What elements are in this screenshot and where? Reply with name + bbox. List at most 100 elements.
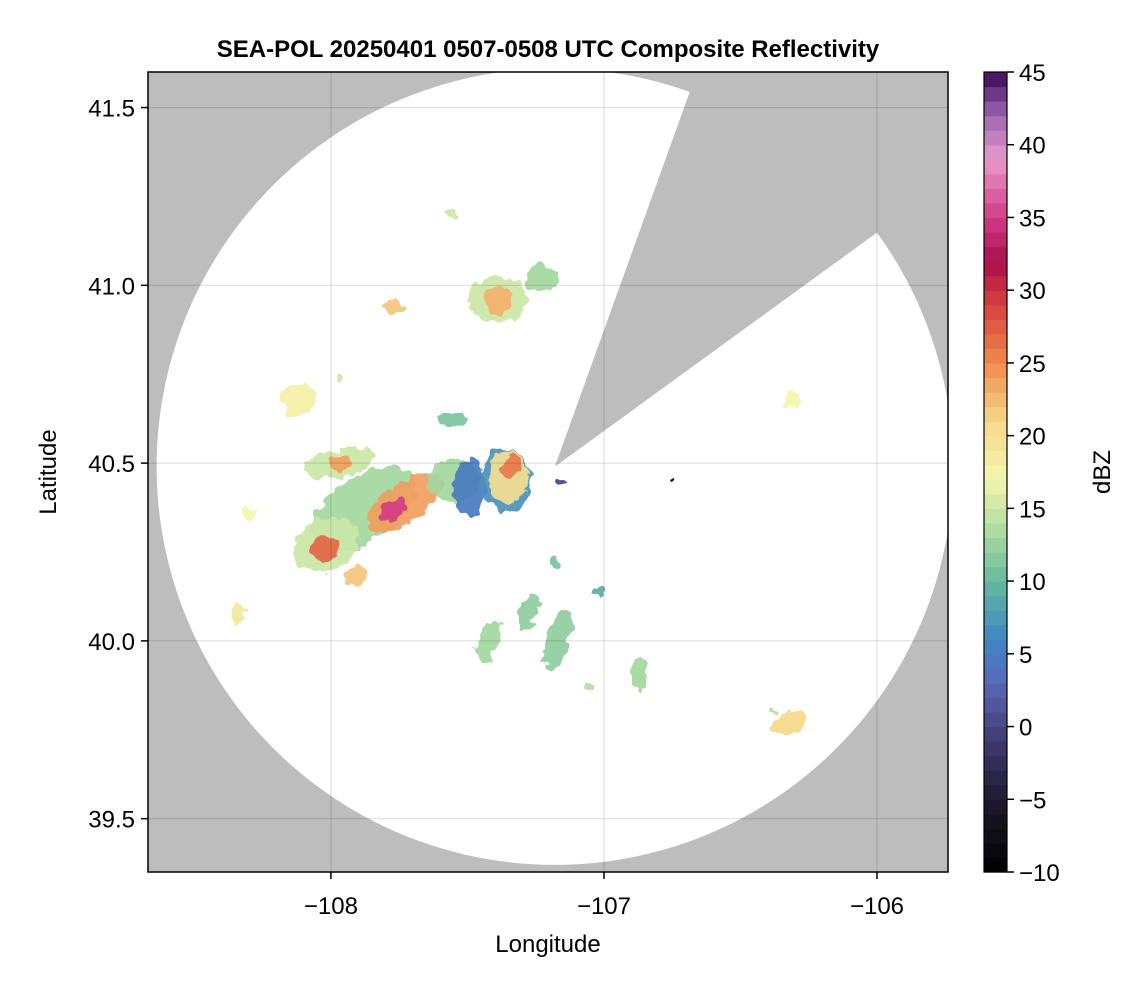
- colorbar-segment: [984, 392, 1007, 408]
- echo-cell: [586, 682, 595, 692]
- colorbar-tick-label: 5: [1019, 642, 1032, 669]
- colorbar-segment: [984, 421, 1007, 437]
- echo-cell: [379, 497, 409, 522]
- plot-area: [147, 71, 949, 873]
- colorbar-segment: [984, 86, 1007, 102]
- echo-cell: [483, 285, 512, 314]
- colorbar-segment: [984, 319, 1007, 335]
- colorbar-segment: [984, 304, 1007, 320]
- colorbar-segment: [984, 799, 1007, 815]
- colorbar-segment: [984, 697, 1007, 713]
- colorbar-segment: [984, 333, 1007, 349]
- colorbar-tick-label: −5: [1019, 787, 1046, 814]
- colorbar-tick-label: 10: [1019, 569, 1046, 596]
- colorbar-segment: [984, 377, 1007, 393]
- colorbar-tick-label: 45: [1019, 60, 1046, 87]
- echo-cell: [231, 601, 245, 624]
- colorbar-segment: [984, 610, 1007, 626]
- colorbar: −10 −5 0 5 10 15 20 25 30 35 40 45: [983, 60, 1060, 887]
- radar-coverage-area: [156, 72, 948, 865]
- colorbar-segment: [984, 173, 1007, 189]
- colorbar-tick-label: 35: [1019, 205, 1046, 232]
- y-tick-label: 39.5: [88, 807, 135, 834]
- colorbar-segment: [984, 246, 1007, 262]
- colorbar-segment: [984, 537, 1007, 553]
- echo-cell: [328, 456, 351, 471]
- echo-cell: [501, 454, 521, 480]
- x-tick-label: −106: [850, 893, 904, 920]
- colorbar-segment: [984, 828, 1007, 844]
- echo-cell: [631, 655, 648, 691]
- echo-cell: [549, 555, 561, 570]
- echo-cell: [769, 708, 777, 716]
- colorbar-segment: [984, 406, 1007, 422]
- echo-cell: [335, 374, 344, 382]
- colorbar-segment: [984, 842, 1007, 859]
- colorbar-segment: [984, 595, 1007, 611]
- echo-cell: [281, 381, 315, 417]
- colorbar-segment: [984, 232, 1007, 248]
- colorbar-segment: [984, 653, 1007, 669]
- colorbar-segment: [984, 813, 1007, 829]
- colorbar-tick-label: 15: [1019, 496, 1046, 523]
- colorbar-segment: [984, 72, 1007, 88]
- colorbar-tick-label: 20: [1019, 424, 1046, 451]
- colorbar-segment: [984, 464, 1007, 480]
- colorbar-segment: [984, 755, 1007, 771]
- colorbar-segment: [984, 188, 1007, 204]
- colorbar-segment: [984, 682, 1007, 699]
- colorbar-tick-label: 30: [1019, 278, 1046, 305]
- colorbar-segment: [984, 741, 1007, 757]
- colorbar-segment: [984, 493, 1007, 509]
- echo-cell: [344, 566, 367, 588]
- echo-cell: [382, 299, 405, 314]
- colorbar-tick-label: 40: [1019, 133, 1046, 160]
- x-tick-label: −108: [304, 893, 358, 920]
- y-axis: 39.5 40.0 40.5 41.0 41.5: [88, 96, 148, 834]
- plot-frame: [147, 71, 949, 873]
- colorbar-frame: [983, 71, 1008, 873]
- colorbar-segment: [984, 726, 1007, 742]
- colorbar-segment: [984, 348, 1007, 364]
- colorbar-segment: [984, 101, 1007, 117]
- colorbar-segment: [984, 552, 1007, 568]
- echo-cell: [477, 620, 501, 662]
- colorbar-segment: [984, 290, 1007, 306]
- colorbar-segment: [984, 435, 1007, 451]
- colorbar-segment: [984, 784, 1007, 800]
- colorbar-label: dBZ: [1089, 450, 1116, 494]
- echo-cell: [453, 459, 487, 517]
- colorbar-segment: [984, 624, 1007, 640]
- colorbar-segment: [984, 261, 1007, 277]
- colorbar-segment: [984, 115, 1007, 131]
- echo-cell: [544, 609, 571, 672]
- y-tick-label: 40.0: [88, 629, 135, 656]
- colorbar-segment: [984, 159, 1007, 175]
- colorbar-segment: [984, 770, 1007, 786]
- colorbar-tick-label: 25: [1019, 351, 1046, 378]
- colorbar-segment: [984, 712, 1007, 728]
- y-tick-label: 40.5: [88, 451, 135, 478]
- colorbar-segment: [984, 362, 1007, 379]
- x-tick-label: −107: [577, 893, 631, 920]
- colorbar-tick-label: −10: [1019, 860, 1060, 887]
- colorbar-segment: [984, 202, 1007, 219]
- colorbar-segment: [984, 522, 1007, 539]
- reflectivity-echoes: [231, 209, 806, 737]
- colorbar-segment: [984, 566, 1007, 582]
- colorbar-tick-label: 0: [1019, 715, 1032, 742]
- y-tick-label: 41.5: [88, 96, 135, 123]
- colorbar-segment: [984, 857, 1007, 873]
- x-axis-label: Longitude: [495, 931, 600, 958]
- colorbar-segment: [984, 639, 1007, 655]
- echo-cell: [524, 264, 558, 293]
- echo-cell: [784, 392, 801, 407]
- echo-cell: [555, 476, 566, 486]
- colorbar-segment: [984, 668, 1007, 684]
- chart-title: SEA-POL 20250401 0507-0508 UTC Composite…: [217, 36, 880, 63]
- echo-cell: [445, 209, 462, 219]
- x-axis: −108 −107 −106: [304, 872, 904, 920]
- echo-cell: [591, 585, 606, 597]
- colorbar-segment: [984, 130, 1007, 146]
- colorbar-segment: [984, 144, 1007, 160]
